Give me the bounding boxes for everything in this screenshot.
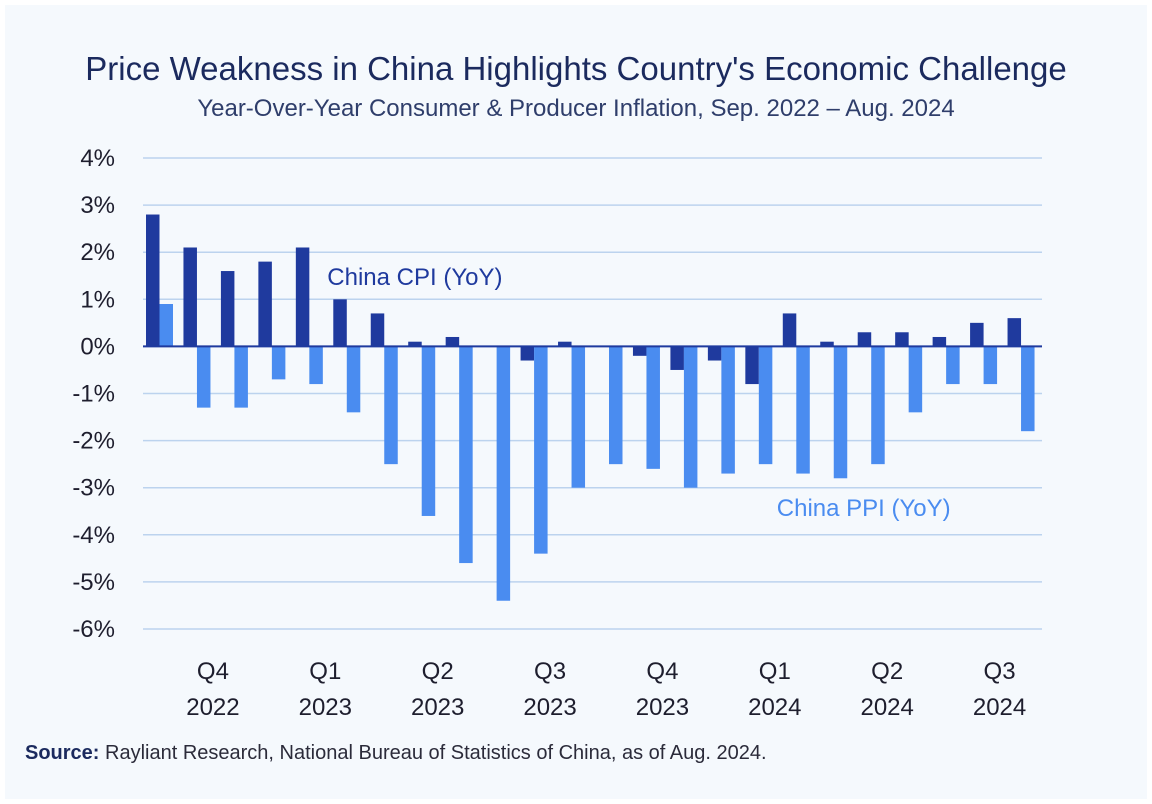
cpi-bar (820, 341, 834, 347)
cpi-bar (220, 271, 235, 347)
y-tick-label: -6% (72, 616, 115, 643)
cpi-bar (333, 299, 347, 347)
x-year-label: 2023 (523, 694, 576, 721)
source-text: Rayliant Research, National Bureau of St… (99, 742, 767, 764)
x-quarter-label: Q4 (197, 658, 229, 685)
x-quarter-label: Q2 (871, 658, 903, 685)
cpi-bar (295, 247, 310, 347)
ppi-bar (833, 346, 848, 479)
ppi-bar (758, 346, 773, 465)
cpi-bar (782, 313, 797, 347)
x-year-label: 2022 (186, 694, 239, 721)
y-tick-label: -3% (72, 475, 115, 502)
x-quarter-label: Q1 (309, 658, 341, 685)
ppi-bar (534, 346, 548, 554)
cpi-bar (183, 247, 197, 347)
ppi-series-label: China PPI (YoY) (777, 495, 951, 522)
cpi-bar (258, 261, 272, 347)
chart-subtitle: Year-Over-Year Consumer & Producer Infla… (197, 95, 955, 122)
ppi-bar (609, 346, 623, 465)
y-tick-label: 4% (80, 145, 115, 172)
cpi-bar (857, 332, 872, 347)
ppi-bar (309, 346, 323, 385)
y-tick-label: -2% (72, 428, 115, 455)
ppi-bar (496, 346, 511, 601)
ppi-bar (908, 346, 923, 413)
ppi-bar (271, 346, 286, 380)
ppi-bar (871, 346, 885, 465)
ppi-bar (384, 346, 398, 465)
ppi-bar (721, 346, 735, 474)
x-quarter-label: Q2 (422, 658, 454, 685)
source-label: Source: (25, 742, 100, 764)
x-quarter-label: Q3 (984, 658, 1016, 685)
cpi-bar (445, 336, 460, 347)
x-year-label: 2023 (411, 694, 464, 721)
y-tick-label: -1% (72, 381, 115, 408)
ppi-bar (234, 346, 248, 408)
ppi-bar (683, 346, 698, 488)
cpi-bar (408, 341, 422, 347)
source-note: Source: Rayliant Research, National Bure… (25, 742, 767, 765)
x-year-label: 2024 (973, 694, 1026, 721)
cpi-bar (146, 214, 160, 347)
y-tick-label: 0% (80, 333, 115, 360)
x-year-label: 2023 (299, 694, 352, 721)
y-tick-label: -4% (72, 522, 115, 549)
cpi-bar (707, 346, 722, 361)
y-tick-label: -5% (72, 569, 115, 596)
cpi-bar (895, 332, 909, 347)
cpi-bar (632, 346, 647, 356)
x-year-label: 2023 (636, 694, 689, 721)
ppi-bar (796, 346, 810, 474)
y-tick-label: 3% (80, 192, 115, 219)
ppi-bar (346, 346, 361, 413)
ppi-bar (646, 346, 660, 469)
cpi-series-label: China CPI (YoY) (327, 264, 502, 291)
ppi-bar (983, 346, 998, 385)
ppi-bar (196, 346, 211, 408)
cpi-bar (558, 341, 572, 347)
ppi-bar (421, 346, 436, 516)
x-quarter-label: Q1 (759, 658, 791, 685)
ppi-bar (1021, 346, 1035, 432)
cpi-bar (370, 313, 385, 347)
cpi-bar (932, 336, 947, 347)
y-tick-label: 2% (80, 239, 115, 266)
ppi-bar (571, 346, 586, 488)
x-year-label: 2024 (748, 694, 801, 721)
cpi-bar (1007, 318, 1022, 347)
x-quarter-label: Q3 (534, 658, 566, 685)
cpi-bar (670, 346, 684, 370)
x-quarter-label: Q4 (646, 658, 678, 685)
chart-title: Price Weakness in China Highlights Count… (85, 50, 1067, 87)
cpi-bar (970, 322, 984, 347)
cpi-bar (520, 346, 535, 361)
ppi-bar (459, 346, 473, 564)
cpi-bar (745, 346, 759, 385)
ppi-bar (946, 346, 960, 385)
x-year-label: 2024 (860, 694, 913, 721)
ppi-bar (159, 304, 173, 347)
y-tick-label: 1% (80, 286, 115, 313)
